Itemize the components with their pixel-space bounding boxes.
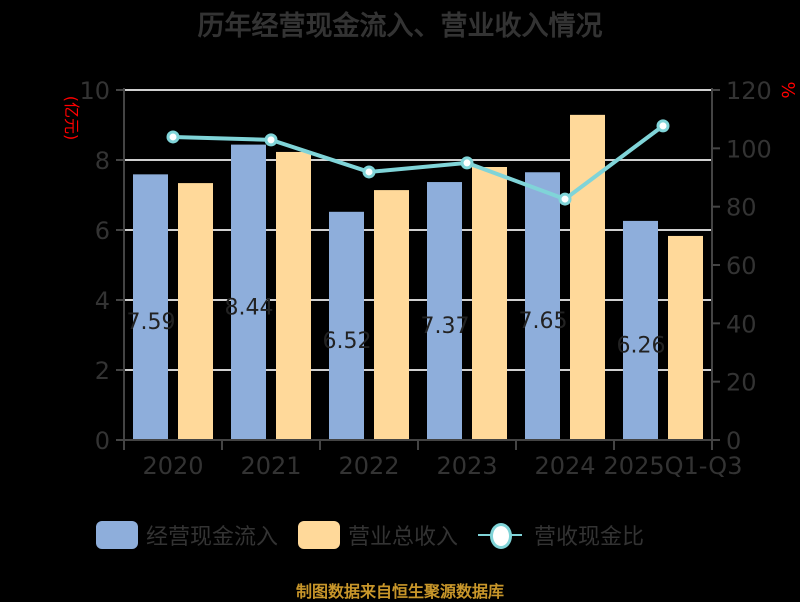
cash-data-label: 8.44 [225,295,274,320]
x-tick-label: 2022 [338,452,399,480]
revenue-bar[interactable] [668,235,703,440]
y-left-tick-label: 8 [95,147,110,175]
y-right-tick-label: 120 [726,77,772,105]
cash-bar[interactable] [623,220,658,440]
legend-label: 营业总收入 [348,525,459,550]
legend-item-ratio[interactable]: 营收现金比 [478,519,644,551]
y-right-tick-label: 0 [726,427,741,455]
y-right-tick-label: 60 [726,252,757,280]
cash-data-label: 7.37 [421,314,470,339]
ratio-point[interactable] [362,165,376,179]
revenue-bar[interactable] [472,167,507,440]
x-tick-label: 2023 [436,452,497,480]
x-tick-label: 2024 [534,452,595,480]
y-right-unit: % [777,81,798,98]
revenue-bar[interactable] [374,190,409,440]
x-tick-label: 2020 [142,452,203,480]
y-right-tick-label: 100 [726,135,772,163]
legend-item-cash[interactable]: 经营现金流入 [96,519,278,551]
y-right-tick-label: 80 [726,194,757,222]
y-left-tick-label: 6 [95,217,110,245]
cash-bar[interactable] [525,172,560,440]
ratio-line [172,124,665,202]
legend: 经营现金流入 营业总收入 营收现金比 [96,517,664,553]
ratio-point[interactable] [264,133,278,147]
ratio-point[interactable] [656,119,670,133]
x-tick-label: 2025Q1-Q3 [604,452,743,480]
chart-title: 历年经营现金流入、营业收入情况 [197,11,603,42]
cash-swatch-icon [96,521,138,549]
cash-data-label: 7.65 [519,309,568,334]
x-tick-label: 2021 [240,452,301,480]
revenue-bar[interactable] [570,114,605,440]
legend-item-revenue[interactable]: 营业总收入 [298,519,458,551]
cash-data-label: 6.52 [323,329,372,354]
cash-bar[interactable] [427,182,462,441]
ratio-point[interactable] [558,192,572,206]
revenue-bar[interactable] [178,183,213,440]
source-note: 制图数据来自恒生聚源数据库 [295,582,504,601]
y-right-tick-label: 20 [726,369,757,397]
revenue-swatch-icon [298,521,341,549]
revenue-bar[interactable] [276,151,311,440]
cash-bar[interactable] [133,174,168,440]
y-left-unit: (亿元) [62,96,81,141]
cash-bar[interactable] [231,144,266,440]
y-left-tick-label: 4 [95,287,110,315]
cash-data-label: 6.26 [617,333,666,358]
y-left-tick-label: 0 [95,427,110,455]
y-right-tick-label: 40 [726,310,757,338]
legend-label: 营收现金比 [534,525,645,550]
line-marker-icon [478,521,523,549]
ratio-point[interactable] [460,156,474,170]
legend-label: 经营现金流入 [146,525,279,550]
cash-data-label: 7.59 [127,310,176,335]
y-left-tick-label: 2 [95,357,110,385]
ratio-point[interactable] [166,130,180,144]
y-left-tick-label: 10 [79,77,110,105]
cash-bar[interactable] [329,211,364,440]
